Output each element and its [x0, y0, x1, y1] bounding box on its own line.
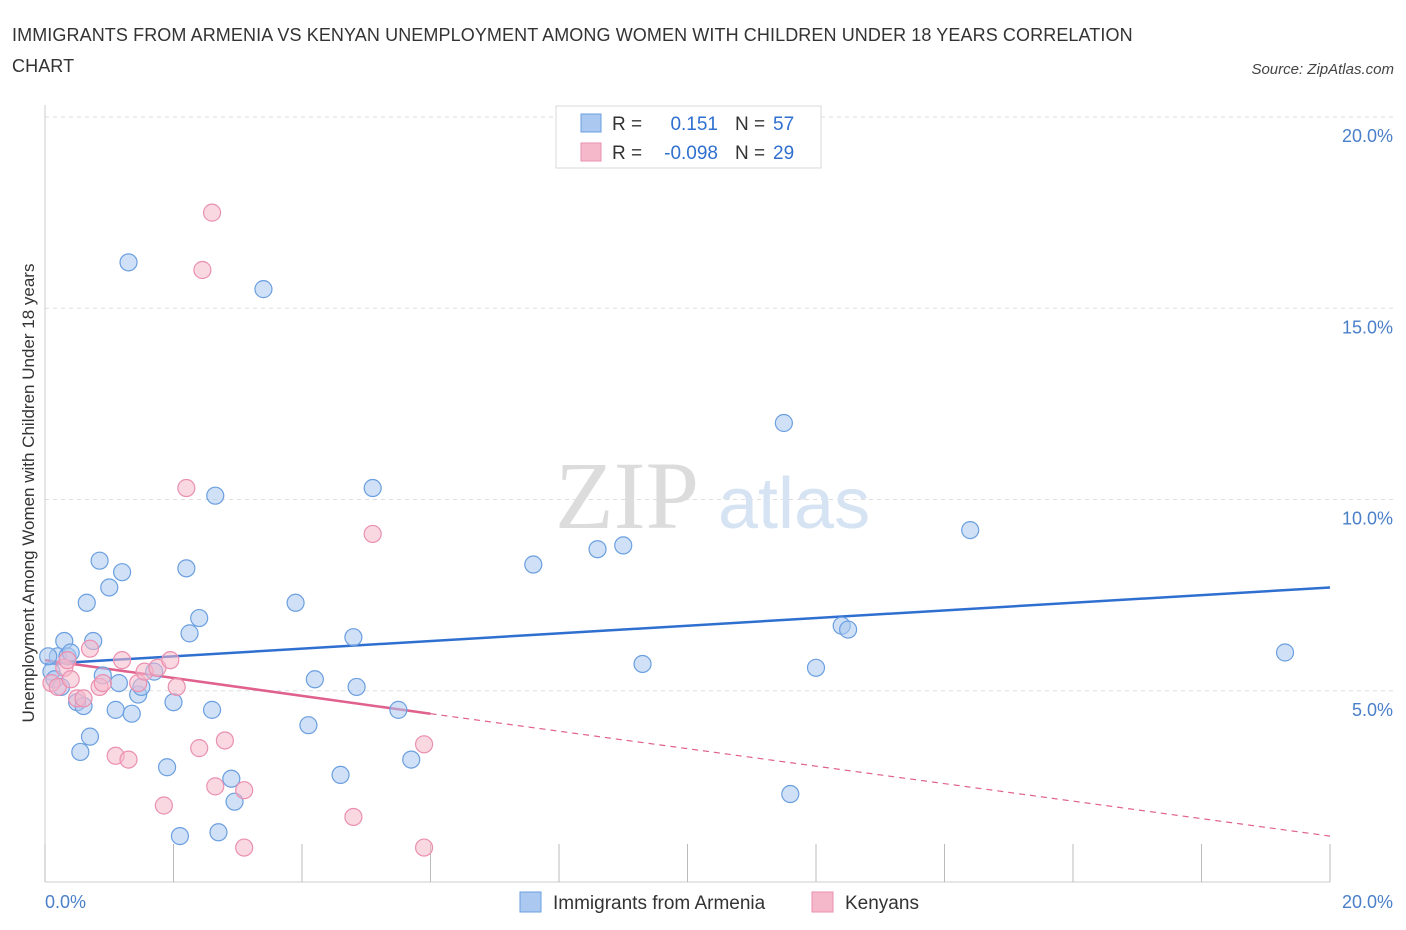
point-armenia-44	[402, 750, 421, 769]
point-kenyan-26	[235, 838, 254, 857]
point-armenia-20	[122, 704, 141, 723]
point-armenia-43	[389, 700, 408, 719]
point-armenia-53	[839, 620, 858, 639]
trendline-armenia	[44, 586, 1331, 666]
legend-swatch-armenia	[580, 113, 602, 133]
watermark-zip: ZIP	[555, 442, 699, 549]
point-armenia-11	[80, 727, 100, 746]
point-armenia-29	[190, 608, 209, 628]
point-armenia-50	[781, 784, 800, 804]
chart-title: IMMIGRANTS FROM ARMENIA VS KENYAN UNEMPL…	[12, 25, 1133, 76]
source-note: Source: ZipAtlas.com	[1251, 61, 1394, 78]
bottom-legend-label-kenyan: Kenyans	[845, 893, 919, 914]
point-armenia-37	[299, 716, 318, 735]
point-armenia-30	[202, 700, 222, 719]
point-kenyan-22	[202, 203, 222, 222]
point-armenia-49	[774, 413, 793, 433]
point-armenia-24	[157, 758, 177, 777]
point-armenia-18	[112, 563, 132, 582]
trendline-kenyan-extended	[430, 713, 1331, 837]
point-kenyan-12	[119, 750, 138, 769]
point-armenia-19	[119, 253, 138, 272]
point-armenia-38	[305, 670, 324, 689]
point-kenyan-7	[80, 639, 100, 658]
point-armenia-32	[209, 823, 228, 842]
point-armenia-17	[109, 673, 128, 693]
legend-swatch-kenyan	[580, 142, 602, 162]
y-tick-label-3: 20.0%	[1342, 126, 1393, 146]
series-legend: Immigrants from Armenia Kenyans	[519, 891, 919, 914]
point-armenia-27	[177, 559, 196, 578]
point-armenia-8	[71, 742, 90, 762]
correlation-legend: R = 0.151 N = 57 R = -0.098 N = 29	[555, 105, 822, 169]
point-armenia-46	[588, 540, 607, 559]
point-armenia-40	[344, 628, 363, 647]
point-kenyan-27	[344, 807, 363, 827]
legend-r-value-kenyan: -0.098	[664, 143, 718, 164]
point-armenia-39	[331, 765, 350, 785]
point-kenyan-4	[61, 670, 80, 689]
legend-r-label-kenyan: R =	[612, 143, 642, 164]
bottom-legend-swatch-armenia	[519, 891, 542, 913]
bottom-legend-label-armenia: Immigrants from Armenia	[553, 893, 766, 914]
point-kenyan-16	[154, 796, 173, 815]
legend-n-value-armenia: 57	[773, 114, 794, 135]
legend-r-value-armenia: 0.151	[670, 114, 718, 135]
point-kenyan-17	[161, 651, 180, 670]
point-kenyan-18	[167, 677, 186, 697]
point-armenia-56	[39, 647, 58, 666]
x-tick-label-0: 0.0%	[45, 892, 86, 912]
point-kenyan-28	[363, 524, 382, 544]
point-armenia-26	[170, 826, 190, 846]
x-tick-label-1: 20.0%	[1342, 892, 1393, 912]
point-kenyan-30	[414, 838, 434, 857]
point-armenia-55	[1275, 643, 1295, 662]
point-kenyan-9	[93, 673, 112, 693]
point-armenia-28	[180, 624, 199, 643]
point-armenia-16	[106, 700, 125, 719]
point-armenia-15	[100, 578, 119, 597]
point-armenia-10	[77, 593, 96, 612]
point-armenia-48	[633, 654, 652, 674]
point-kenyan-25	[235, 781, 254, 800]
point-armenia-31	[206, 486, 225, 505]
point-kenyan-23	[206, 777, 225, 796]
bottom-legend-swatch-kenyan	[811, 891, 834, 913]
tick-labels: 5.0% 10.0% 15.0% 20.0% 0.0% 20.0%	[45, 126, 1393, 912]
point-armenia-51	[806, 658, 826, 677]
point-armenia-35	[254, 280, 273, 299]
grid-lines	[45, 116, 1394, 692]
axes	[44, 105, 1331, 883]
point-armenia-45	[524, 555, 543, 574]
point-kenyan-11	[112, 651, 132, 670]
point-armenia-36	[286, 593, 305, 612]
point-armenia-41	[347, 677, 366, 697]
point-kenyan-19	[177, 478, 196, 498]
y-tick-label-2: 15.0%	[1342, 317, 1393, 337]
point-kenyan-20	[190, 739, 209, 758]
y-tick-label-1: 10.0%	[1342, 509, 1393, 529]
watermark-atlas: atlas	[718, 464, 870, 544]
point-armenia-25	[164, 693, 183, 712]
point-armenia-13	[90, 551, 109, 570]
point-kenyan-29	[414, 735, 434, 754]
point-kenyan-24	[215, 731, 234, 750]
legend-n-label-kenyan: N =	[735, 143, 765, 164]
point-kenyan-6	[74, 689, 93, 708]
watermark: ZIP atlas	[555, 442, 870, 549]
y-tick-label-0: 5.0%	[1352, 700, 1393, 720]
point-armenia-42	[363, 478, 382, 498]
point-armenia-54	[961, 520, 980, 540]
data-points	[39, 203, 1295, 857]
y-axis-label: Unemployment Among Women with Children U…	[19, 264, 38, 723]
point-armenia-33	[222, 769, 241, 788]
point-kenyan-21	[193, 260, 212, 280]
legend-n-label-armenia: N =	[735, 114, 765, 135]
point-kenyan-3	[58, 651, 77, 670]
point-armenia-47	[614, 536, 633, 555]
legend-r-label-armenia: R =	[612, 114, 642, 135]
legend-n-value-kenyan: 29	[773, 143, 794, 164]
